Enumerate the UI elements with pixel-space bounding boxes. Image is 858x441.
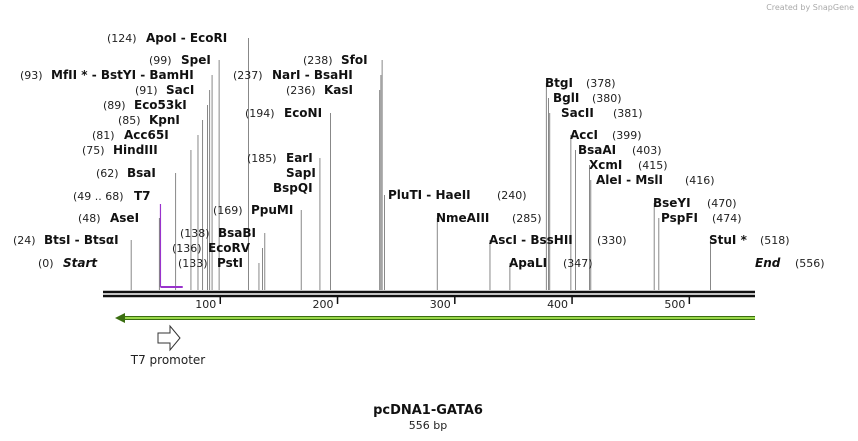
- site-position: (415): [638, 159, 668, 172]
- site-name: T7: [134, 189, 151, 203]
- ruler-label: 300: [430, 298, 451, 311]
- site-name: PpuMI: [251, 203, 293, 217]
- site-name: HindIII: [113, 143, 158, 157]
- site-name: SfoI: [341, 53, 368, 67]
- site-position: (238): [303, 54, 333, 67]
- site-name: MfII * - BstYI - BamHI: [51, 68, 194, 82]
- site-name: BsaBI: [218, 226, 256, 240]
- site-position: (185): [247, 152, 277, 165]
- credit: Created by SnapGene: [766, 3, 854, 12]
- map-title: pcDNA1-GATA6: [373, 403, 483, 418]
- site-name: ApaLI: [509, 256, 547, 270]
- ruler-label: 100: [195, 298, 216, 311]
- site-name: Start: [63, 256, 98, 270]
- site-name: SacI: [166, 83, 194, 97]
- site-name: ApoI - EcoRI: [146, 31, 227, 45]
- map-length: 556 bp: [409, 419, 447, 432]
- site-name: BsaAI: [578, 143, 616, 157]
- site-name: AccI: [570, 128, 598, 142]
- site-position: (380): [592, 92, 622, 105]
- site-position: (91): [135, 84, 158, 97]
- site-position: (416): [685, 174, 715, 187]
- site-position: (518): [760, 234, 790, 247]
- site-position: (556): [795, 257, 825, 270]
- site-position: (124): [107, 32, 137, 45]
- site-name: BspQI: [273, 181, 313, 195]
- site-position: (81): [92, 129, 115, 142]
- leader-lines: [130, 38, 711, 290]
- site-name: End: [755, 256, 781, 270]
- site-position: (136): [172, 242, 202, 255]
- site-name: PluTI - HaeII: [388, 188, 471, 202]
- site-position: (99): [149, 54, 172, 67]
- ruler-label: 400: [547, 298, 568, 311]
- site-name: KpnI: [149, 113, 180, 127]
- site-position: (85): [118, 114, 141, 127]
- site-name: XcmI: [589, 158, 622, 172]
- feature-arrowhead: [115, 313, 125, 323]
- site-name: AscI - BssHII: [489, 233, 573, 247]
- site-position: (403): [632, 144, 662, 157]
- site-position: (474): [712, 212, 742, 225]
- site-position: (236): [286, 84, 316, 97]
- site-name: StuI *: [709, 233, 748, 247]
- site-position: (93): [20, 69, 43, 82]
- site-position: (48): [78, 212, 101, 225]
- site-name: AseI: [110, 211, 139, 225]
- site-position: (237): [233, 69, 263, 82]
- site-position: (399): [612, 129, 642, 142]
- site-position: (24): [13, 234, 36, 247]
- feature-label: T7 promoter: [130, 353, 206, 367]
- site-position: (194): [245, 107, 275, 120]
- site-name: BtgI: [545, 76, 573, 90]
- site-name: KasI: [324, 83, 353, 97]
- site-name: EcoNI: [284, 106, 322, 120]
- site-name: BsaI: [127, 166, 156, 180]
- site-position: (62): [96, 167, 119, 180]
- ruler-label: 500: [664, 298, 685, 311]
- site-name: NmeAIII: [436, 211, 489, 225]
- site-position: (89): [103, 99, 126, 112]
- site-name: PstI: [217, 256, 243, 270]
- site-name: Acc65I: [124, 128, 169, 142]
- site-name: SapI: [286, 166, 316, 180]
- site-position: (470): [707, 197, 737, 210]
- site-name: PspFI: [661, 211, 698, 225]
- site-position: (330): [597, 234, 627, 247]
- site-name: EcoRV: [208, 241, 251, 255]
- site-position: (49 .. 68): [73, 190, 124, 203]
- site-position: (378): [586, 77, 616, 90]
- site-name: Eco53kI: [134, 98, 187, 112]
- site-position: (0): [38, 257, 54, 270]
- site-name: BglI: [553, 91, 579, 105]
- site-position: (75): [82, 144, 105, 157]
- site-position: (169): [213, 204, 243, 217]
- promoter-arrow: [157, 324, 181, 352]
- site-position: (138): [180, 227, 210, 240]
- site-name: BtsI - BtsαI: [44, 233, 119, 247]
- site-name: AleI - MslI: [596, 173, 663, 187]
- site-position: (240): [497, 189, 527, 202]
- site-name: SpeI: [181, 53, 211, 67]
- site-position: (381): [613, 107, 643, 120]
- site-position: (133): [178, 257, 208, 270]
- site-position: (347): [563, 257, 593, 270]
- ruler-label: 200: [313, 298, 334, 311]
- site-name: EarI: [286, 151, 313, 165]
- site-name: SacII: [561, 106, 594, 120]
- site-position: (285): [512, 212, 542, 225]
- site-name: NarI - BsaHI: [272, 68, 353, 82]
- site-name: BseYI: [653, 196, 691, 210]
